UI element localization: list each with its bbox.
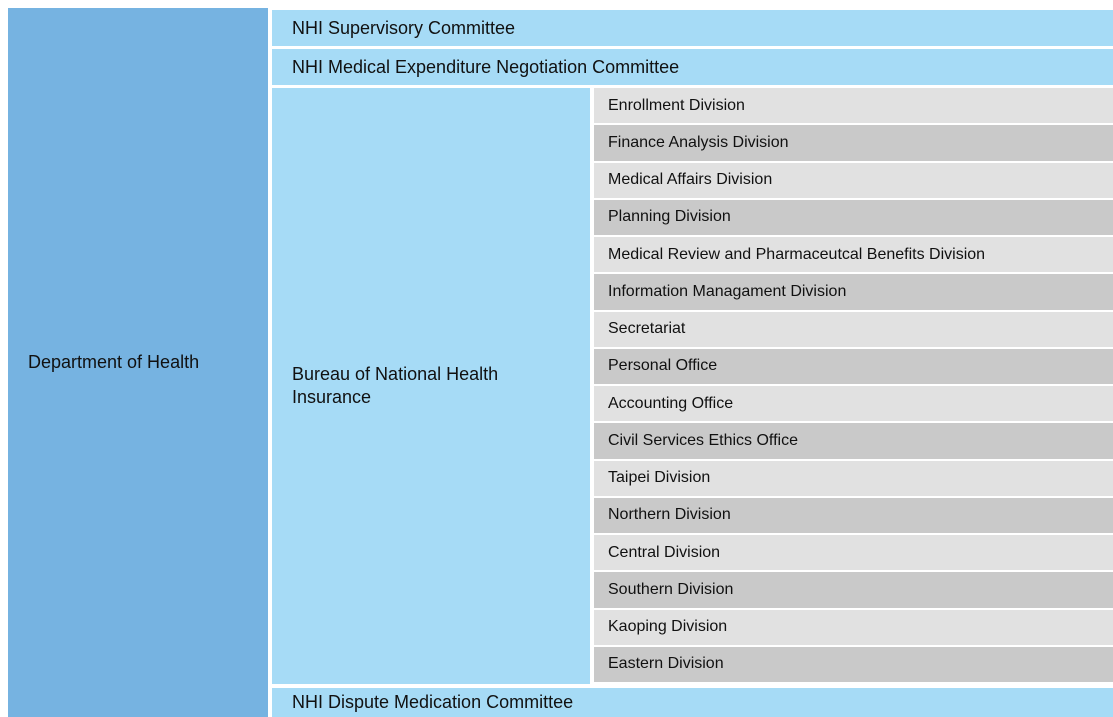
committee: NHI Supervisory Committee xyxy=(272,10,1113,46)
division: Central Division xyxy=(594,535,1113,571)
committee: NHI Dispute Medication Committee xyxy=(272,688,1113,717)
committee: NHI Medical Expenditure Negotiation Comm… xyxy=(272,49,1113,85)
division: Medical Affairs Division xyxy=(594,162,1113,198)
division: Medical Review and Pharmaceutcal Benefit… xyxy=(594,237,1113,273)
division: Kaoping Division xyxy=(594,609,1113,645)
division: Finance Analysis Division xyxy=(594,125,1113,161)
division: Enrollment Division xyxy=(594,88,1113,124)
division: Personal Office xyxy=(594,348,1113,384)
department: Department of Health xyxy=(8,8,268,717)
division: Southern Division xyxy=(594,572,1113,608)
division: Civil Services Ethics Office xyxy=(594,423,1113,459)
division: Secretariat xyxy=(594,311,1113,347)
bureau: Bureau of National Health Insurance xyxy=(272,88,590,684)
division: Accounting Office xyxy=(594,386,1113,422)
division: Taipei Division xyxy=(594,460,1113,496)
division: Planning Division xyxy=(594,199,1113,235)
division: Eastern Division xyxy=(594,646,1113,682)
division: Northern Division xyxy=(594,497,1113,533)
division: Information Managament Division xyxy=(594,274,1113,310)
